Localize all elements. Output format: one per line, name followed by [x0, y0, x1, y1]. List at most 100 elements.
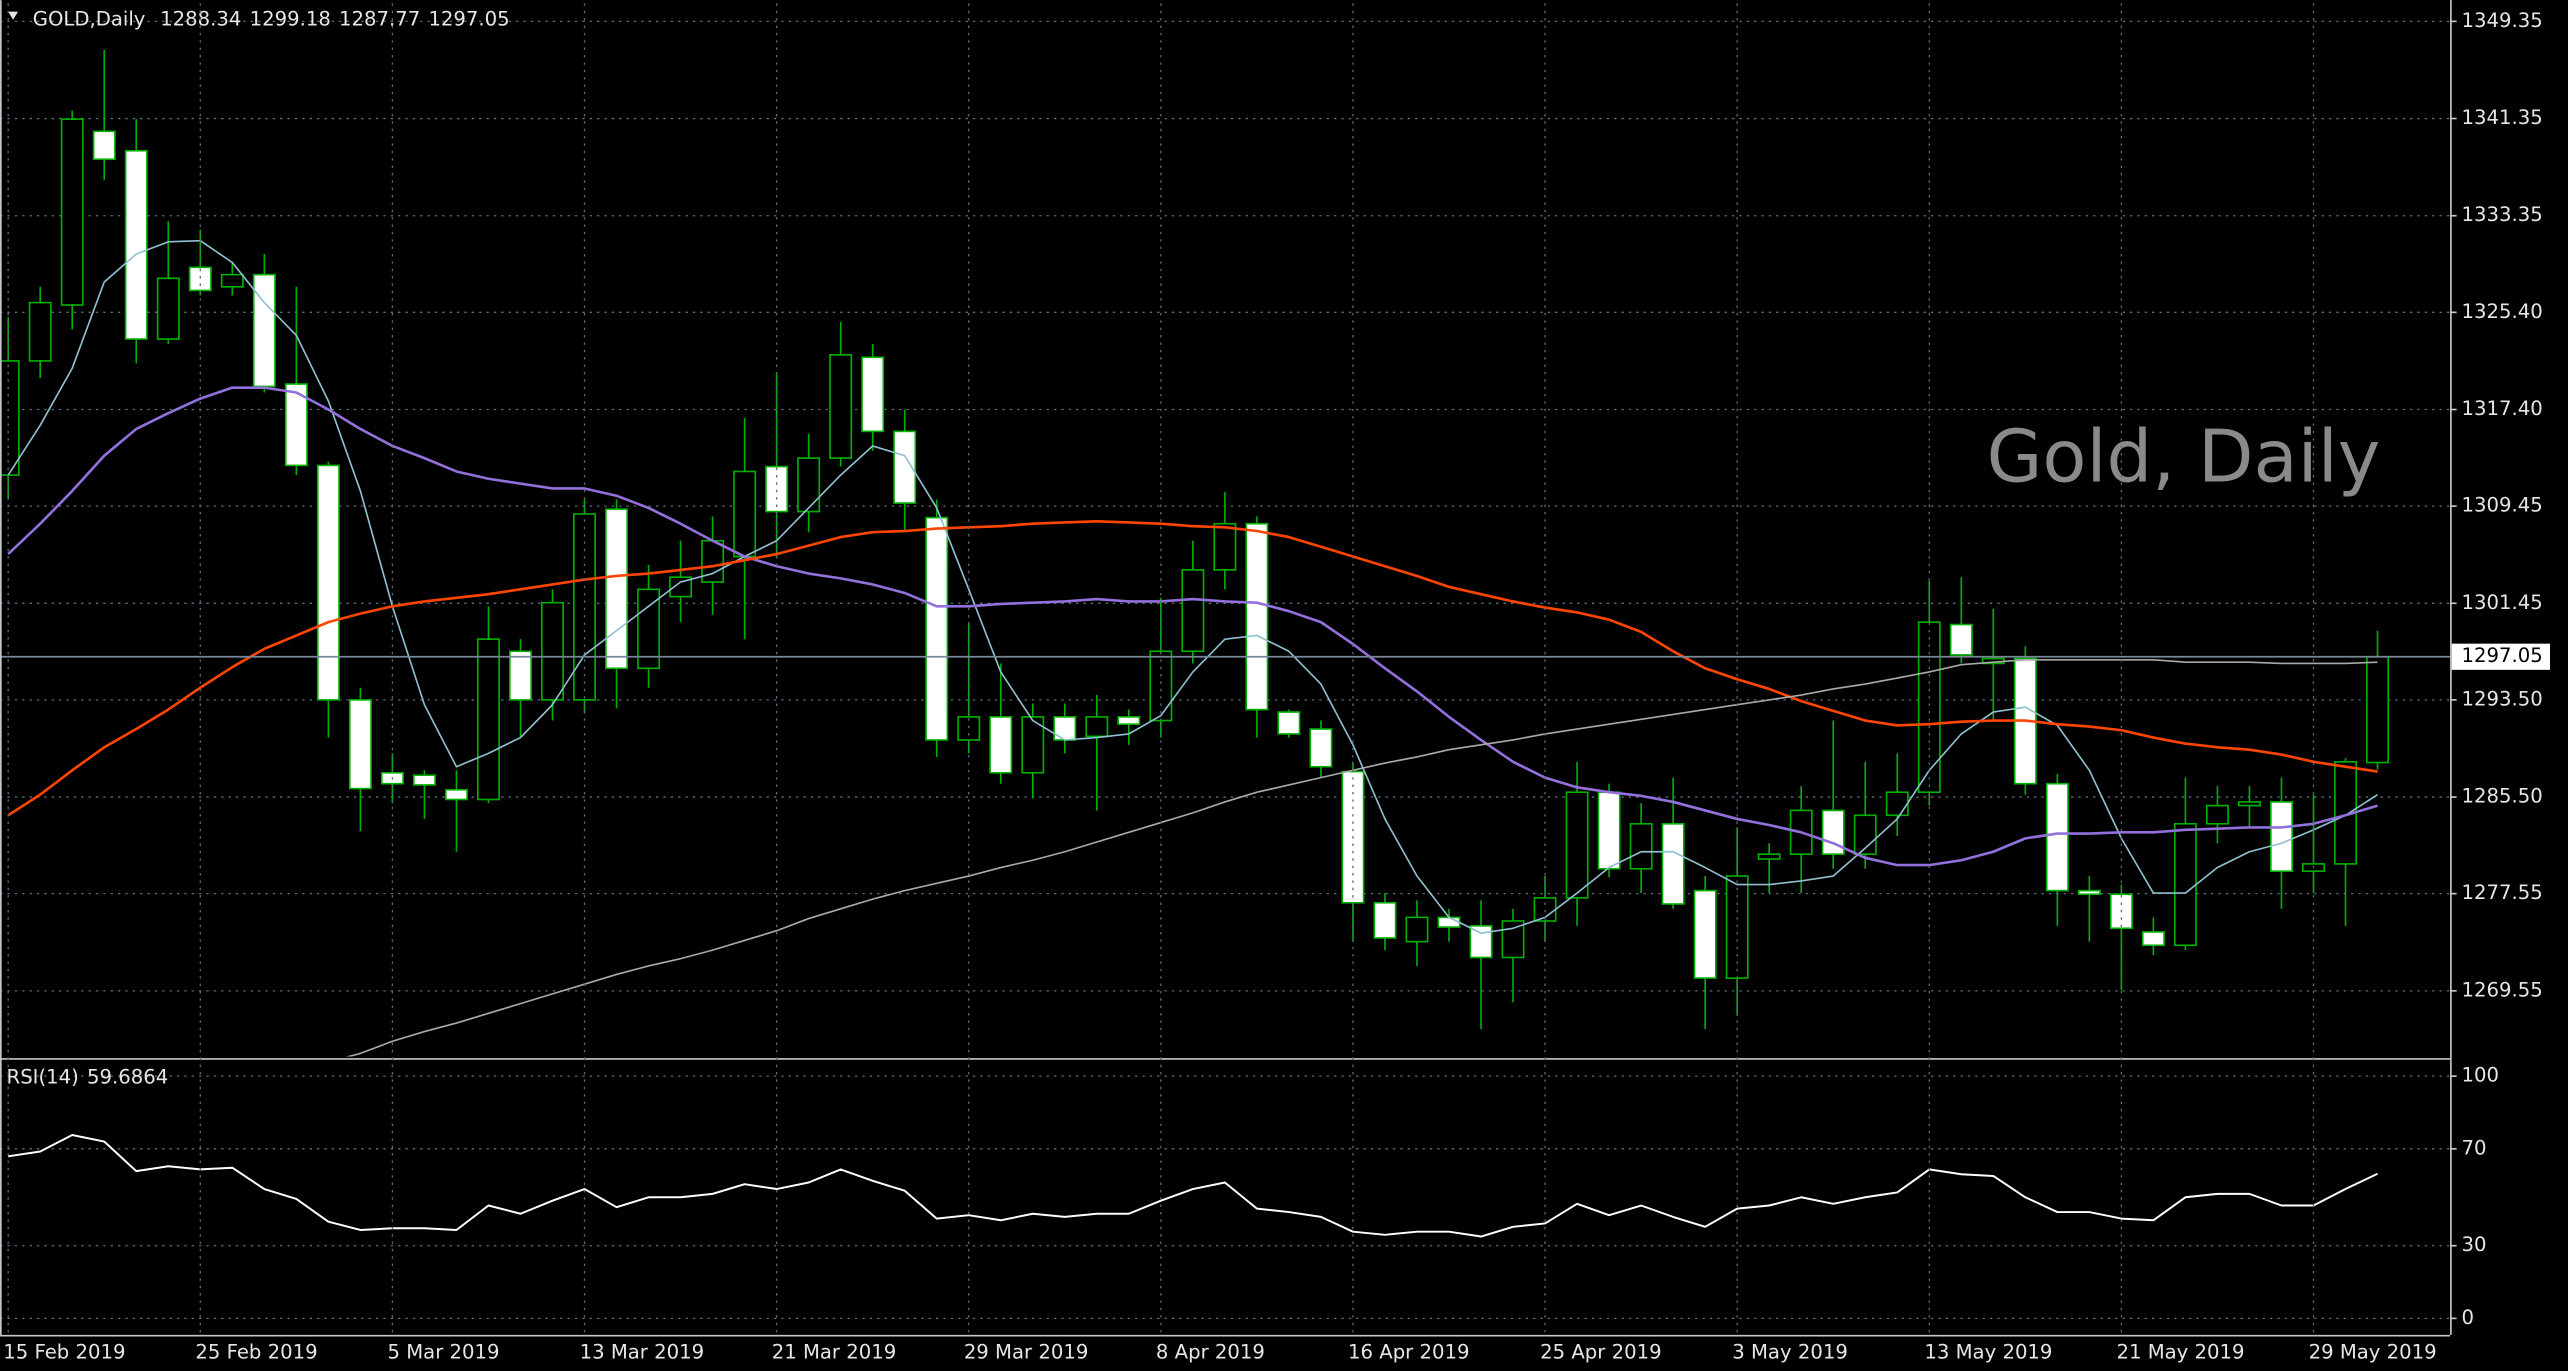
x-tick-label: 21 May 2019 [2116, 1340, 2244, 1363]
watermark: Gold, Daily [1987, 414, 2381, 498]
candle-body [1309, 728, 1333, 768]
candle-body [893, 430, 917, 504]
menu-triangle[interactable] [8, 11, 19, 20]
candle-body [92, 130, 116, 161]
x-tick-label: 29 May 2019 [2309, 1340, 2437, 1363]
candle-body [509, 650, 532, 701]
candle-body [1437, 916, 1461, 928]
candle-body [1757, 853, 1781, 860]
candle-body [2141, 931, 2165, 947]
candle-body [284, 383, 308, 467]
low-price: 1287.77 [339, 7, 420, 30]
rsi-grid [0, 1075, 2451, 1320]
candle-body [957, 716, 981, 741]
chart-header: GOLD,Daily 1288.34 1299.18 1287.77 1297.05 [33, 7, 510, 30]
moving-average-line [7, 519, 2378, 817]
price-plot [0, 49, 2451, 1057]
candle-body [412, 774, 436, 786]
candle-body [1501, 920, 1525, 959]
x-tick-label: 25 Apr 2019 [1540, 1340, 1661, 1363]
rsi-value: 59.6864 [87, 1065, 168, 1088]
candle-body [989, 716, 1013, 774]
candle-body [1053, 716, 1077, 741]
candle-body [2205, 804, 2229, 825]
y-tick-label: 1277.55 [2462, 881, 2543, 904]
bid-price-label: 1297.05 [2462, 644, 2543, 667]
candle-body [28, 301, 52, 362]
candle-body [637, 588, 661, 670]
candle-body [829, 354, 853, 459]
bid-price-box [2451, 643, 2550, 670]
x-tick-label: 8 Apr 2019 [1156, 1340, 1265, 1363]
candle-body [797, 457, 821, 513]
candle-body [1597, 791, 1621, 870]
x-tick-label: 13 May 2019 [1924, 1340, 2052, 1363]
x-tick-label: 21 Mar 2019 [772, 1340, 897, 1363]
moving-average-line [7, 239, 2378, 934]
candle-body [1885, 791, 1909, 817]
x-tick-label: 25 Feb 2019 [195, 1340, 317, 1363]
x-tick-label: 13 Mar 2019 [580, 1340, 705, 1363]
candle-body [1565, 791, 1589, 899]
candle-body [1629, 822, 1653, 870]
y-tick-label: 1301.45 [2462, 591, 2543, 614]
x-tick-label: 5 Mar 2019 [387, 1340, 499, 1363]
candle-body [316, 464, 340, 701]
candle-body [1853, 814, 1877, 855]
candle-body [476, 638, 500, 801]
x-tick-label: 29 Mar 2019 [964, 1340, 1089, 1363]
price-grid [0, 20, 2451, 992]
y-tick-label: 0 [2462, 1306, 2475, 1329]
candle-body [1117, 716, 1141, 725]
candle-body [1373, 901, 1397, 939]
candle-body [2237, 801, 2261, 807]
y-tick-label: 100 [2462, 1064, 2500, 1087]
candle-body [925, 516, 949, 741]
candle-body [1693, 889, 1717, 979]
y-tick-label: 1341.35 [2462, 106, 2543, 129]
close-price: 1297.05 [428, 7, 509, 30]
y-tick-label: 1285.50 [2462, 785, 2543, 808]
rsi-header: RSI(14) 59.6864 [7, 1065, 169, 1088]
y-tick-label: 1333.35 [2462, 203, 2543, 226]
candle-body [1181, 569, 1205, 653]
candle-body [1085, 716, 1109, 738]
y-tick-label: 1309.45 [2462, 494, 2543, 517]
candle-body [60, 118, 84, 306]
candle-body [1245, 522, 1269, 711]
y-tick-label: 1317.40 [2462, 397, 2543, 420]
candle-body [1821, 809, 1845, 855]
candle-body [2045, 782, 2069, 892]
symbol: GOLD,Daily [33, 7, 146, 30]
candle-body [1021, 716, 1045, 774]
x-tick-label: 16 Apr 2019 [1348, 1340, 1469, 1363]
rsi-plot [8, 1134, 2378, 1238]
candle-body [765, 465, 789, 513]
candle-body [541, 601, 564, 701]
candle-body [2366, 655, 2389, 764]
candle-body [1661, 822, 1685, 905]
high-price: 1299.18 [250, 7, 331, 30]
candle-body [1469, 925, 1493, 959]
y-tick-label: 1293.50 [2462, 687, 2543, 710]
y-tick-label: 1349.35 [2462, 9, 2543, 32]
candle-body [348, 699, 372, 790]
candle-body [0, 360, 20, 476]
candle-body [1949, 623, 1973, 656]
candle-body [220, 273, 244, 288]
candle-body [861, 356, 885, 433]
candle-body [1277, 711, 1301, 735]
x-tick-label: 15 Feb 2019 [3, 1340, 125, 1363]
y-tick-label: 70 [2462, 1136, 2487, 1159]
y-tick-label: 30 [2462, 1233, 2487, 1256]
candle-body [252, 273, 276, 388]
candle-body [1917, 621, 1941, 794]
moving-average-line [7, 386, 2378, 867]
rsi-line [8, 1134, 2378, 1238]
y-tick-label: 1269.55 [2462, 978, 2543, 1001]
candle-body [733, 470, 757, 558]
